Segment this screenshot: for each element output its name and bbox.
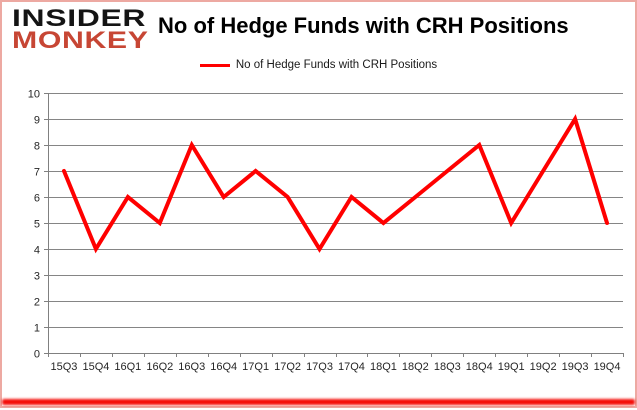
x-axis-label: 18Q2 (402, 361, 429, 373)
y-axis-label: 6 (34, 193, 40, 205)
y-axis-label: 8 (34, 141, 40, 153)
y-axis-label: 0 (34, 349, 40, 361)
logo-text-monkey: MONKEY (12, 27, 149, 54)
insider-monkey-logo: INSIDER MONKEY (12, 7, 162, 53)
x-axis-label: 16Q3 (178, 361, 205, 373)
series-line-hedge-funds (62, 114, 609, 254)
x-axis-label: 16Q1 (114, 361, 141, 373)
x-axis-label: 17Q3 (306, 361, 333, 373)
x-axis-label: 16Q2 (146, 361, 173, 373)
legend-label: No of Hedge Funds with CRH Positions (235, 59, 438, 71)
y-axis-label: 10 (28, 89, 40, 101)
y-axis-label: 7 (34, 167, 40, 179)
y-axis-label: 5 (34, 219, 40, 231)
logo-text-insider: INSIDER (12, 5, 147, 32)
x-axis-label: 17Q1 (242, 361, 269, 373)
x-axis-label: 18Q3 (434, 361, 461, 373)
y-axis-label: 9 (34, 115, 40, 127)
y-axis-label: 3 (34, 271, 40, 283)
y-axis-label: 4 (34, 245, 40, 257)
legend-line-swatch-icon (199, 63, 230, 67)
x-axis-label: 19Q3 (562, 361, 589, 373)
x-axis-label: 16Q4 (210, 361, 237, 373)
x-axis-label: 17Q2 (274, 361, 301, 373)
x-axis-label: 15Q3 (51, 361, 78, 373)
x-axis-label: 18Q4 (466, 361, 493, 373)
x-axis-label: 18Q1 (370, 361, 397, 373)
legend: No of Hedge Funds with CRH Positions (2, 57, 635, 73)
x-axis-label: 19Q2 (530, 361, 557, 373)
x-axis-label: 19Q1 (498, 361, 525, 373)
y-axis-label: 2 (34, 297, 40, 309)
bottom-red-bar (2, 399, 635, 405)
chart-title: No of Hedge Funds with CRH Positions (158, 13, 569, 38)
x-axis-label: 15Q4 (82, 361, 109, 373)
x-axis-label: 19Q4 (594, 361, 621, 373)
x-axis-label: 17Q4 (338, 361, 365, 373)
y-axis-label: 1 (34, 323, 40, 335)
